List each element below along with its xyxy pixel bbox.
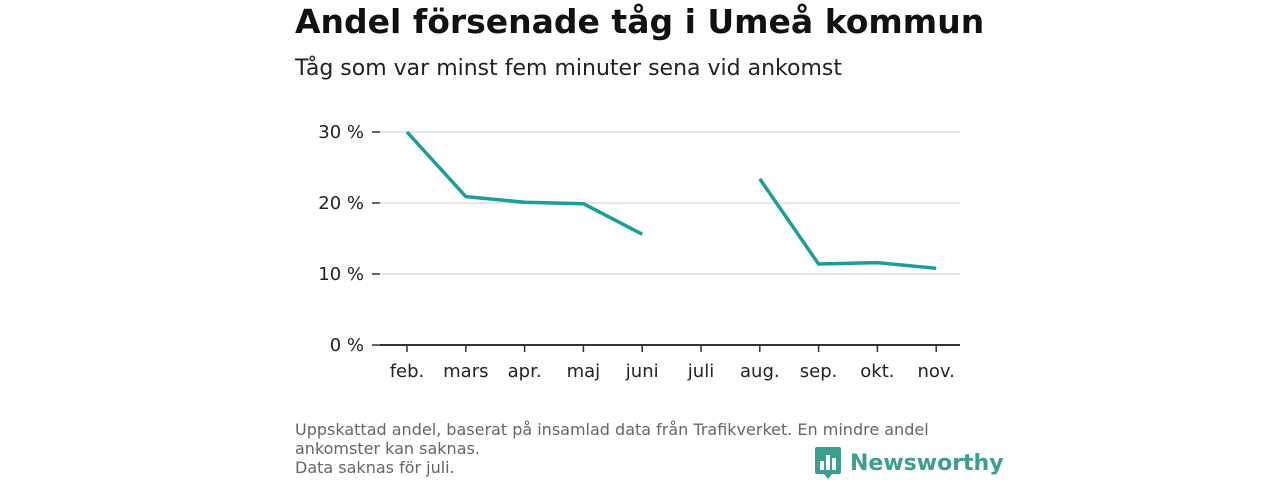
footnote: Uppskattad andel, baserat på insamlad da…: [295, 420, 995, 477]
x-tick-label: mars: [443, 361, 488, 382]
series-line-segment: [758, 177, 937, 271]
x-tick-label: juli: [687, 361, 714, 382]
brand-name: Newsworthy: [850, 450, 1004, 476]
footnote-line: Data saknas för juli.: [295, 458, 455, 477]
line-chart: 0 % 10 % 20 % 30 % feb. mars apr. maj juni juli au…: [318, 122, 960, 382]
x-tick-label: maj: [567, 361, 601, 382]
y-tick-label: 0 %: [330, 335, 364, 356]
bar-chart-logo-icon: [815, 447, 841, 479]
x-tick-label: nov.: [917, 361, 954, 382]
x-tick-label: apr.: [508, 361, 542, 382]
x-tick-label: juni: [625, 361, 659, 382]
x-tick-label: aug.: [740, 361, 780, 382]
x-tick-label: okt.: [860, 361, 894, 382]
chart-title: Andel försenade tåg i Umeå kommun: [295, 2, 985, 41]
chart-subtitle: Tåg som var minst fem minuter sena vid a…: [295, 56, 842, 81]
x-tick-label: feb.: [390, 361, 425, 382]
y-tick-label: 30 %: [318, 122, 364, 143]
y-tick-label: 20 %: [318, 193, 364, 214]
y-tick-label: 10 %: [318, 264, 364, 285]
brand-logo: Newsworthy: [814, 446, 1004, 480]
x-tick-label: sep.: [800, 361, 838, 382]
footnote-line: Uppskattad andel, baserat på insamlad da…: [295, 420, 929, 439]
footnote-line: ankomster kan saknas.: [295, 439, 480, 458]
series-line-segment: [405, 130, 644, 236]
